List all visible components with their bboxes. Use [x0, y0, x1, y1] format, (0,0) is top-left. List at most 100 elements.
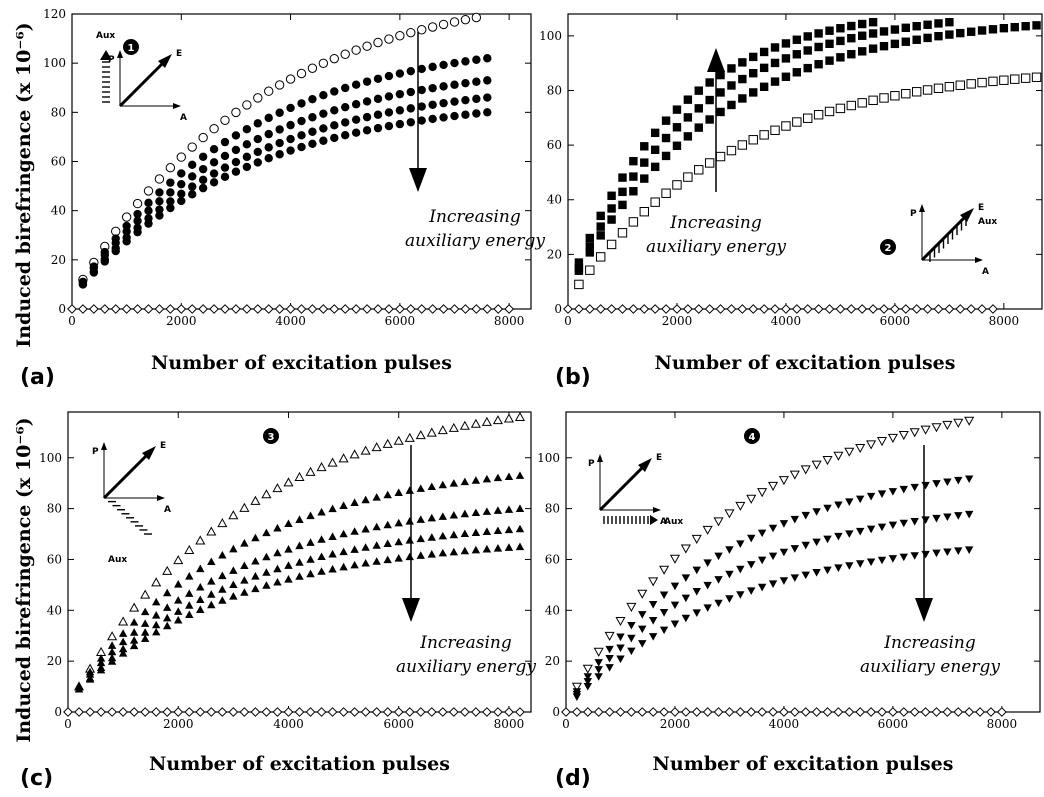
data-point	[713, 517, 724, 527]
data-point	[868, 304, 879, 314]
data-point	[954, 547, 963, 555]
y-tick-label: 0	[552, 705, 560, 719]
data-point	[296, 304, 307, 314]
trend-arrowhead	[707, 48, 725, 72]
data-point	[122, 237, 131, 246]
data-point	[824, 304, 835, 314]
data-point	[294, 471, 305, 481]
data-point	[868, 44, 878, 53]
data-point	[868, 17, 878, 27]
data-point	[933, 83, 944, 93]
data-point	[757, 556, 767, 565]
data-point	[670, 620, 680, 629]
x-tick-label: 8000	[989, 314, 1020, 328]
data-point	[912, 22, 921, 31]
inset-label-a: A	[180, 113, 187, 123]
data-point	[727, 100, 736, 110]
data-point	[262, 568, 271, 576]
data-point	[295, 541, 304, 550]
data-point	[596, 222, 605, 231]
trend-arrowhead	[402, 598, 420, 622]
data-point	[460, 304, 471, 314]
panel-badge-number: 3	[268, 432, 275, 443]
data-point	[328, 532, 337, 540]
data-point	[650, 145, 660, 154]
data-point	[338, 453, 349, 463]
data-point	[198, 183, 208, 193]
data-point	[240, 576, 249, 584]
data-point	[737, 304, 748, 314]
data-point	[814, 60, 823, 69]
data-point	[229, 580, 238, 589]
series-filled-circle	[78, 108, 492, 289]
a-axis-arrowhead	[173, 103, 181, 109]
data-point	[239, 707, 250, 717]
data-point	[659, 565, 670, 575]
x-tick-label: 0	[562, 717, 570, 731]
data-point	[910, 518, 919, 526]
data-point	[779, 577, 789, 585]
data-point	[195, 707, 206, 717]
data-point	[209, 178, 219, 187]
data-point	[174, 596, 183, 604]
y-tick-label: 40	[545, 603, 560, 617]
data-point	[416, 484, 425, 492]
data-point	[395, 31, 405, 41]
data-point	[286, 134, 295, 144]
data-point	[151, 620, 161, 629]
inset-label-p: P	[92, 447, 99, 457]
data-point	[459, 707, 470, 717]
data-point	[319, 124, 328, 133]
data-point	[372, 493, 381, 501]
data-point	[691, 534, 702, 544]
data-point	[725, 570, 734, 579]
data-point	[305, 707, 316, 717]
data-point	[460, 477, 470, 486]
data-point	[605, 664, 614, 672]
data-point	[450, 97, 459, 106]
data-point	[85, 707, 95, 717]
panel-label: (d)	[555, 766, 591, 791]
data-point	[416, 515, 425, 523]
x-axis-label: Number of excitation pulses	[151, 352, 452, 374]
data-point	[757, 707, 768, 717]
data-point	[966, 79, 976, 89]
data-point	[834, 532, 843, 541]
data-point	[898, 707, 909, 717]
data-point	[339, 529, 348, 538]
data-point	[195, 535, 206, 545]
data-point	[683, 172, 693, 182]
data-point	[187, 304, 198, 314]
data-point	[888, 521, 898, 530]
data-point	[111, 226, 121, 237]
data-point	[228, 707, 239, 717]
data-point	[395, 119, 405, 129]
data-point	[118, 629, 128, 637]
data-point	[306, 511, 315, 520]
x-tick-label: 2000	[163, 717, 194, 731]
data-point	[705, 78, 714, 87]
data-point	[504, 505, 514, 513]
data-point	[629, 187, 638, 196]
data-point	[682, 304, 693, 314]
data-point	[1010, 74, 1020, 84]
data-point	[394, 488, 403, 496]
data-point	[460, 546, 470, 555]
data-point	[572, 693, 582, 701]
data-point	[909, 428, 920, 438]
data-point	[911, 87, 922, 97]
data-point	[593, 647, 604, 657]
data-point	[350, 498, 359, 506]
data-point	[825, 39, 834, 49]
data-point	[373, 123, 383, 133]
data-point	[217, 518, 228, 528]
data-point	[789, 707, 800, 717]
data-point	[835, 103, 846, 114]
data-point	[584, 304, 595, 314]
data-point	[272, 707, 283, 717]
data-point	[759, 63, 769, 73]
data-point	[792, 50, 802, 59]
data-point	[640, 174, 649, 183]
data-point	[811, 707, 822, 717]
y-tick-label: 20	[545, 654, 560, 668]
